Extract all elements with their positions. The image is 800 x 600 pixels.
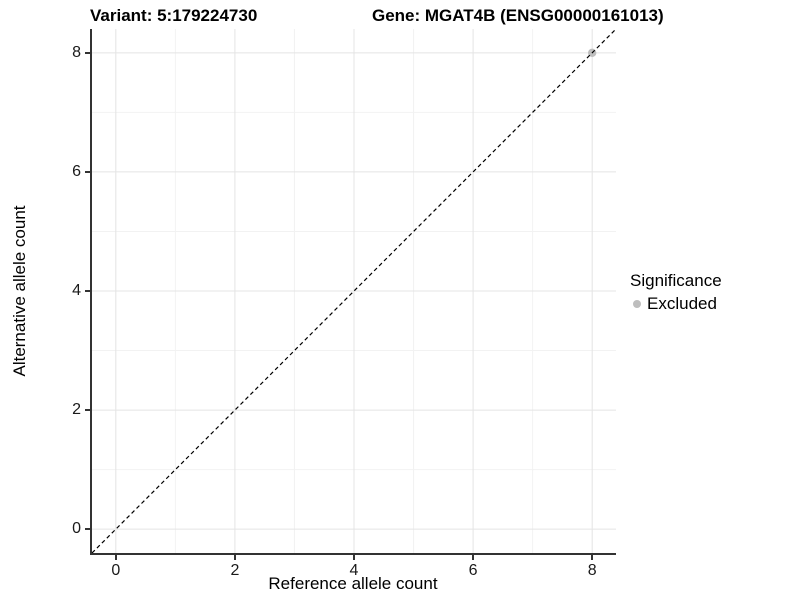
y-tick-label: 8 — [72, 43, 81, 61]
x-tick-label: 0 — [111, 562, 121, 579]
legend-item: Excluded — [633, 294, 722, 314]
plot-canvas — [92, 29, 616, 553]
legend-items: Excluded — [630, 294, 722, 314]
y-axis-label: Alternative allele count — [10, 205, 29, 377]
y-tick-mark — [85, 528, 90, 530]
y-tick-label: 6 — [72, 162, 81, 180]
identity-line — [92, 29, 616, 553]
legend: Significance Excluded — [630, 271, 722, 314]
y-tick-label: 0 — [72, 520, 81, 538]
plot-panel — [90, 29, 616, 555]
variant-title: Variant: 5:179224730 — [90, 6, 258, 25]
x-tick-label: 8 — [587, 562, 597, 579]
x-tick-label: 2 — [230, 562, 240, 579]
y-tick-label: 4 — [72, 282, 81, 299]
x-tick-mark — [234, 555, 236, 560]
x-tick-mark — [591, 555, 593, 560]
y-tick-label: 2 — [72, 401, 81, 419]
y-tick-mark — [85, 290, 90, 292]
x-tick-mark — [115, 555, 117, 560]
gene-title: Gene: MGAT4B (ENSG00000161013) — [372, 6, 664, 25]
legend-item-label: Excluded — [647, 294, 717, 313]
y-tick-mark — [85, 409, 90, 411]
y-tick-mark — [85, 171, 90, 173]
legend-title: Significance — [630, 271, 722, 290]
legend-key-dot — [633, 300, 641, 308]
x-tick-label: 6 — [468, 562, 478, 579]
x-tick-label: 4 — [349, 562, 359, 579]
x-tick-mark — [353, 555, 355, 560]
x-tick-mark — [472, 555, 474, 560]
x-axis-label: Reference allele count — [268, 574, 438, 593]
y-tick-mark — [85, 52, 90, 54]
